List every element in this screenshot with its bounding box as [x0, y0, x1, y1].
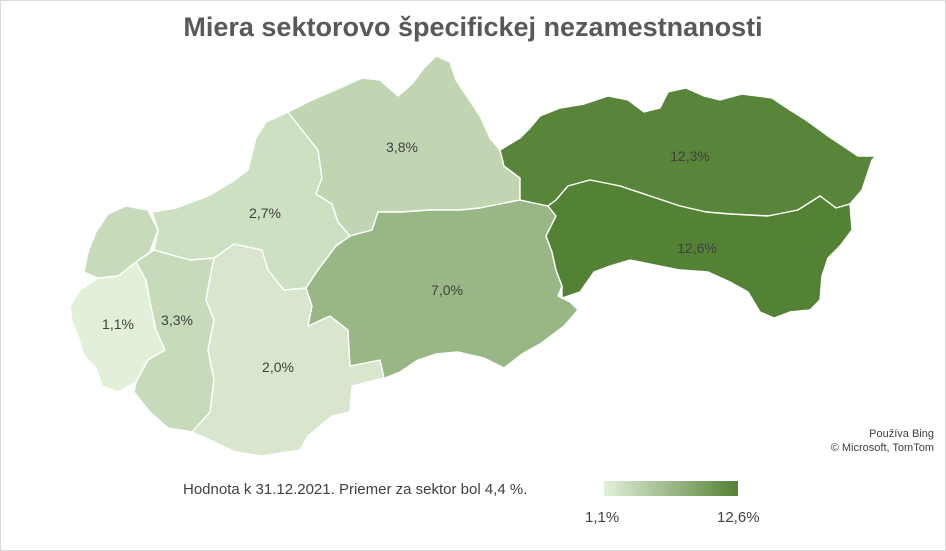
credit-line: Používa Bing: [869, 428, 934, 440]
legend-max-label: 12,6%: [717, 509, 760, 526]
legend-color-scale: [604, 481, 738, 496]
region-label: 2,0%: [262, 359, 294, 375]
chart-title: Miera sektorovo špecifickej nezamestnano…: [183, 12, 763, 42]
credit-line: © Microsoft, TomTom: [830, 442, 934, 454]
region-label: 3,3%: [161, 312, 193, 328]
region-label: 3,8%: [386, 139, 418, 155]
legend-min-label: 1,1%: [585, 509, 620, 526]
map-credit: Používa Bing © Microsoft, TomTom: [831, 427, 934, 455]
region-label: 7,0%: [431, 282, 463, 298]
region-kosice[interactable]: [545, 179, 853, 319]
region-label: 12,6%: [677, 240, 717, 256]
region-label: 2,7%: [249, 205, 281, 221]
region-label: 12,3%: [670, 148, 710, 164]
region-label: 1,1%: [102, 316, 134, 332]
chart-caption: Hodnota k 31.12.2021. Priemer za sektor …: [183, 481, 528, 498]
